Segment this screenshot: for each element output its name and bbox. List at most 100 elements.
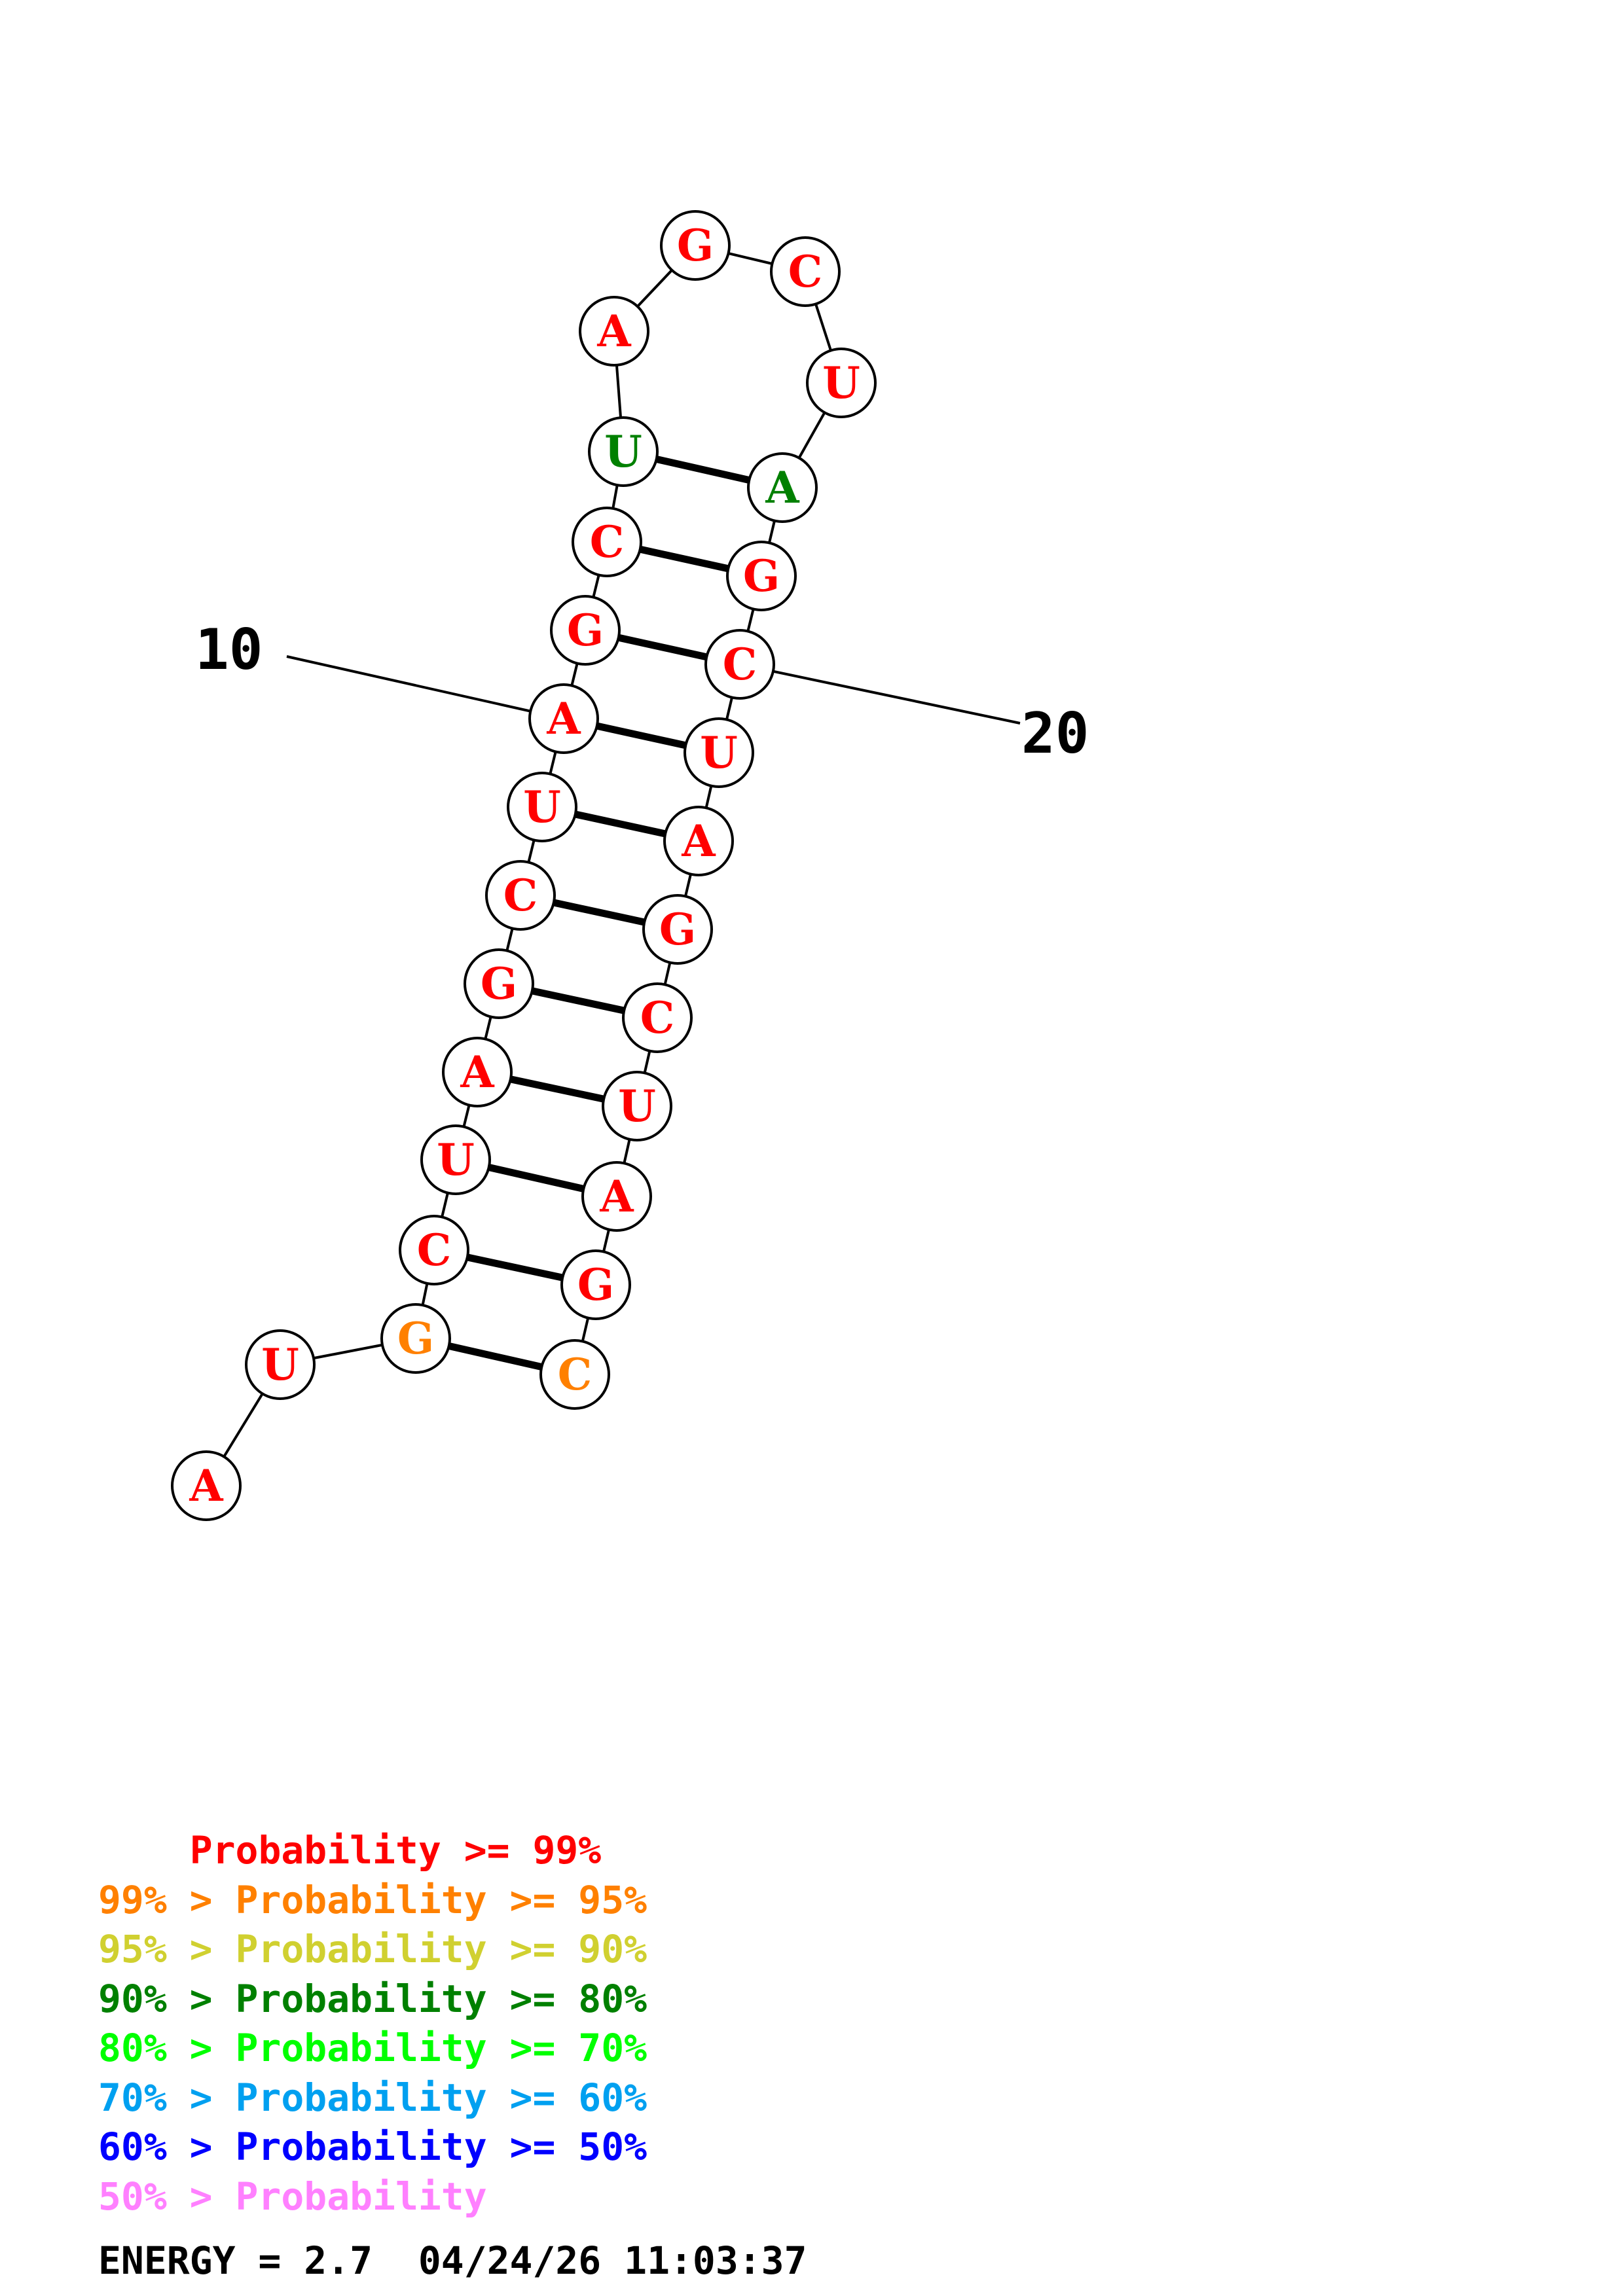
position-labels: 10 20 (195, 617, 1089, 766)
nucleotide-letter: A (189, 1460, 223, 1511)
nucleotide-4: C (399, 1215, 469, 1285)
legend-prefix (98, 1828, 190, 1873)
nucleotide-circle (245, 1329, 316, 1400)
nucleotide-letter: A (596, 306, 631, 357)
probability-legend: Probability >= 99% 99% > Probability >= 9… (98, 1826, 647, 2221)
nucleotide-20: C (704, 629, 775, 700)
legend-text: Probability (235, 2174, 487, 2219)
footer-line: ENERGY = 2.7 04/24/26 11:03:37 (98, 2238, 807, 2283)
nucleotide-letter: U (261, 1339, 299, 1390)
nucleotide-circle (442, 1037, 513, 1107)
legend-row: 80% > Probability >= 70% (98, 2024, 647, 2073)
base-pair-lines (414, 448, 784, 1378)
legend-prefix: 70% > (98, 2075, 236, 2120)
legend-prefix: 90% > (98, 1976, 236, 2021)
nucleotide-letter: A (546, 693, 581, 744)
nucleotide-circle (806, 348, 877, 418)
nucleotide-18: A (747, 452, 818, 523)
nucleotide-circle (747, 452, 818, 523)
nucleotide-letter: G (481, 958, 517, 1009)
nucleotide-letter: G (677, 220, 714, 271)
nucleotide-letter: U (618, 1081, 656, 1132)
legend-row: Probability >= 99% (98, 1826, 647, 1876)
legend-text: Probability >= 50% (235, 2125, 647, 2169)
nucleotide-circle (507, 772, 577, 842)
nucleotide-letter: C (503, 870, 538, 921)
nucleotide-letter: G (743, 550, 780, 601)
nucleotide-letter: A (599, 1171, 634, 1222)
nucleotide-circle (572, 507, 642, 577)
nucleotide-circle (380, 1303, 451, 1374)
position-label-leader (286, 655, 564, 720)
nucleotide-letter: C (788, 246, 823, 297)
nucleotide-letter: G (577, 1259, 614, 1310)
nucleotide-letter: A (765, 462, 799, 513)
nucleotide-16: C (770, 236, 841, 307)
nucleotide-letter: U (604, 426, 642, 477)
nucleotide-circle (660, 210, 731, 281)
nucleotide-circle (464, 948, 534, 1019)
nucleotide-circle (399, 1215, 469, 1285)
nucleotide-letter: U (523, 781, 561, 833)
legend-text: Probability >= 99% (189, 1828, 602, 1873)
nucleotide-23: G (642, 894, 713, 965)
legend-prefix: 80% > (98, 2026, 236, 2070)
nucleotide-22: A (663, 806, 734, 876)
nucleotide-letter: U (437, 1134, 475, 1185)
legend-row: 70% > Probability >= 60% (98, 2073, 647, 2123)
nucleotide-circle (560, 1249, 631, 1320)
nucleotide-circle (622, 982, 693, 1053)
nucleotide-14: A (579, 296, 649, 367)
timestamp: 04/24/26 11:03:37 (418, 2238, 807, 2283)
legend-row: 90% > Probability >= 80% (98, 1975, 647, 2024)
nucleotide-circle (485, 860, 556, 931)
legend-text: Probability >= 95% (235, 1877, 647, 1922)
nucleotide-circle (602, 1071, 672, 1141)
nucleotide-circle (539, 1339, 610, 1410)
nucleotide-letter: U (700, 727, 738, 778)
nucleotide-letter: C (558, 1349, 593, 1400)
nucleotide-2: U (245, 1329, 316, 1400)
nucleotide-letter: U (822, 357, 860, 408)
legend-prefix: 95% > (98, 1927, 236, 1971)
position-label-10: 10 (195, 617, 263, 683)
nucleotide-letter: C (640, 992, 675, 1043)
legend-text: Probability >= 90% (235, 1927, 647, 1971)
nucleotide-circle (528, 683, 599, 754)
nucleotide-circle (171, 1450, 242, 1521)
nucleotide-circle (642, 894, 713, 965)
nucleotide-28: C (539, 1339, 610, 1410)
nucleotide-letter: A (681, 816, 716, 867)
nucleotide-9: U (507, 772, 577, 842)
nucleotide-11: G (550, 595, 621, 666)
nucleotide-circle (420, 1124, 491, 1195)
nucleotide-15: G (660, 210, 731, 281)
nucleotide-6: A (442, 1037, 513, 1107)
nucleotide-13: U (588, 416, 659, 487)
nucleotide-circle (684, 717, 754, 788)
legend-row: 50% > Probability (98, 2172, 647, 2222)
legend-prefix: 60% > (98, 2125, 236, 2169)
nucleotide-7: G (464, 948, 534, 1019)
nucleotide-letter: C (417, 1225, 452, 1276)
nucleotide-letter: G (567, 605, 604, 656)
nucleotide-circle (579, 296, 649, 367)
nucleotide-10: A (528, 683, 599, 754)
position-label-leader (739, 663, 1021, 725)
nucleotide-5: U (420, 1124, 491, 1195)
nucleotide-circle (726, 541, 797, 611)
nucleotide-circle (550, 595, 621, 666)
nucleotide-letter: C (590, 516, 625, 567)
nucleotide-letter: A (460, 1047, 494, 1098)
nucleotide-25: U (602, 1071, 672, 1141)
nucleotide-24: C (622, 982, 693, 1053)
nucleotide-19: G (726, 541, 797, 611)
energy-text: ENERGY = 2.7 (98, 2238, 373, 2283)
legend-prefix: 99% > (98, 1877, 236, 1922)
nucleotide-letter: C (723, 639, 757, 690)
nucleotide-letter: G (659, 904, 696, 955)
legend-row: 95% > Probability >= 90% (98, 1925, 647, 1975)
nucleotide-letter: G (397, 1313, 434, 1364)
